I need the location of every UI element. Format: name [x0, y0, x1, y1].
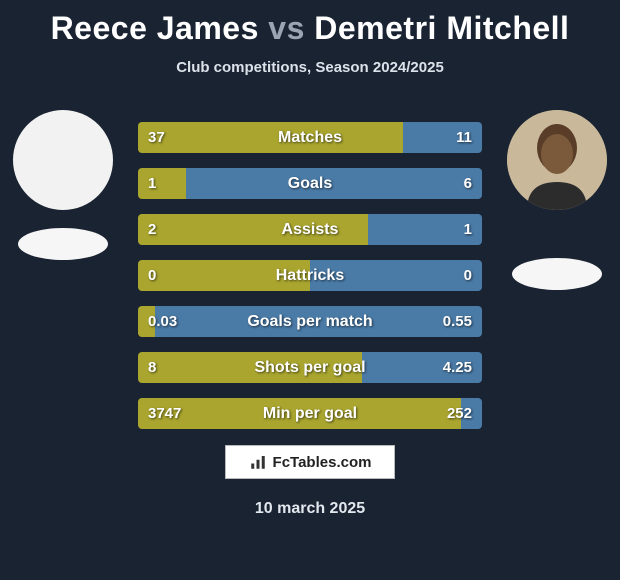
bar-right-fill — [310, 260, 482, 291]
stat-row: Matches3711 — [138, 122, 482, 153]
stat-row: Goals16 — [138, 168, 482, 199]
bar-left-fill — [138, 398, 461, 429]
bar-left-fill — [138, 122, 403, 153]
stat-row: Min per goal3747252 — [138, 398, 482, 429]
bar-right-fill — [362, 352, 482, 383]
stat-row: Assists21 — [138, 214, 482, 245]
footer-brand: FcTables.com — [225, 445, 395, 479]
bar-left-fill — [138, 306, 155, 337]
vs-separator: vs — [268, 10, 305, 46]
brand-text: FcTables.com — [273, 454, 372, 471]
chart-icon — [249, 453, 267, 471]
stat-row: Hattricks00 — [138, 260, 482, 291]
stats-bars: Matches3711 Goals16 Assists21 Hattricks00 Go… — [138, 122, 482, 429]
bar-left-fill — [138, 214, 368, 245]
subtitle: Club competitions, Season 2024/2025 — [0, 59, 620, 76]
player2-club-logo — [512, 258, 602, 290]
comparison-title: Reece James vs Demetri Mitchell — [0, 0, 620, 47]
bar-left-fill — [138, 352, 362, 383]
stat-row: Shots per goal84.25 — [138, 352, 482, 383]
player1-avatar — [13, 110, 113, 210]
player1-club-logo — [18, 228, 108, 260]
footer-date: 10 march 2025 — [255, 500, 365, 518]
player1-column — [8, 110, 118, 260]
bar-right-fill — [403, 122, 482, 153]
stat-row: Goals per match0.030.55 — [138, 306, 482, 337]
bar-right-fill — [368, 214, 482, 245]
player2-avatar — [507, 110, 607, 210]
bar-right-fill — [186, 168, 482, 199]
player2-column — [502, 110, 612, 290]
bar-right-fill — [461, 398, 482, 429]
player2-name: Demetri Mitchell — [314, 10, 569, 46]
person-icon — [507, 110, 607, 210]
player1-name: Reece James — [51, 10, 259, 46]
bar-left-fill — [138, 168, 186, 199]
bar-left-fill — [138, 260, 310, 291]
bar-right-fill — [155, 306, 482, 337]
